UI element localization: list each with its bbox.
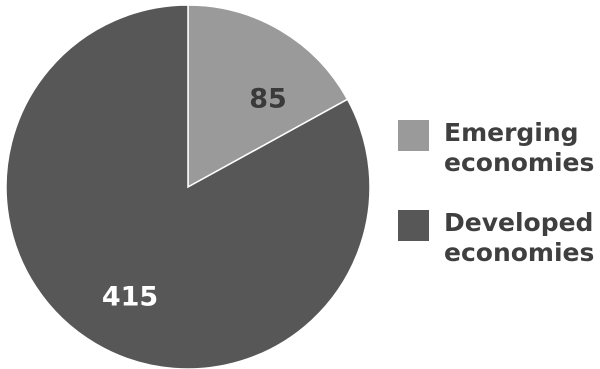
pie-slice-emerging xyxy=(187,4,349,189)
slice-value-label-emerging: 85 xyxy=(249,84,287,115)
legend-swatch-developed xyxy=(398,210,429,241)
legend-swatch-emerging xyxy=(398,120,429,151)
legend-label-emerging: Emerging economies xyxy=(444,118,595,177)
pie-slice-developed xyxy=(5,4,370,369)
legend-item-emerging: Emerging economies xyxy=(398,118,600,178)
pie-chart: 85 415 xyxy=(5,4,370,369)
legend-label-developed: Developed economies xyxy=(444,208,595,267)
slice-value-label-developed: 415 xyxy=(102,282,158,313)
legend-item-developed: Developed economies xyxy=(398,208,600,268)
chart-legend: Emerging economies Developed economies xyxy=(398,118,600,298)
